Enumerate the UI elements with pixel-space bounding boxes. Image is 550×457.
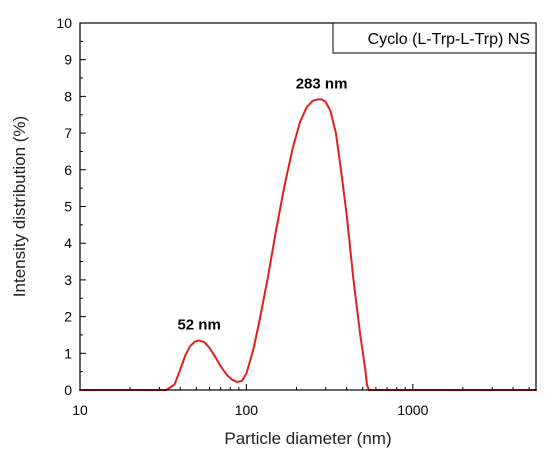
y-tick-label: 1 [64,345,72,361]
y-tick-label: 8 [64,88,72,104]
legend-box [332,22,537,54]
peak-annotation-52nm: 52 nm [177,316,220,333]
legend-entry: Cyclo (L-Trp-L-Trp) NS [368,31,530,48]
y-tick-label: 10 [56,15,72,31]
peak-annotation-283nm: 283 nm [296,75,348,92]
y-axis-title: Intensity distribution (%) [10,116,29,297]
y-tick-label: 5 [64,199,72,215]
y-tick-label: 9 [64,52,72,68]
y-tick-label: 0 [64,382,72,398]
x-axis-title: Particle diameter (nm) [224,429,391,448]
x-tick-label: 10 [72,402,88,418]
y-tick-label: 4 [64,235,72,251]
ticks-layer: 0 1 2 3 4 5 6 7 8 9 10 10 100 1000 [56,15,530,418]
x-tick-label: 1000 [397,402,428,418]
y-tick-label: 6 [64,162,72,178]
x-tick-label: 100 [235,402,259,418]
y-tick-label: 2 [64,309,72,325]
series-line [79,98,537,391]
y-tick-label: 7 [64,125,72,141]
plot-frame [79,22,537,391]
y-tick-label: 3 [64,272,72,288]
series-layer [79,98,537,391]
legend: Cyclo (L-Trp-L-Trp) NS [332,22,537,54]
